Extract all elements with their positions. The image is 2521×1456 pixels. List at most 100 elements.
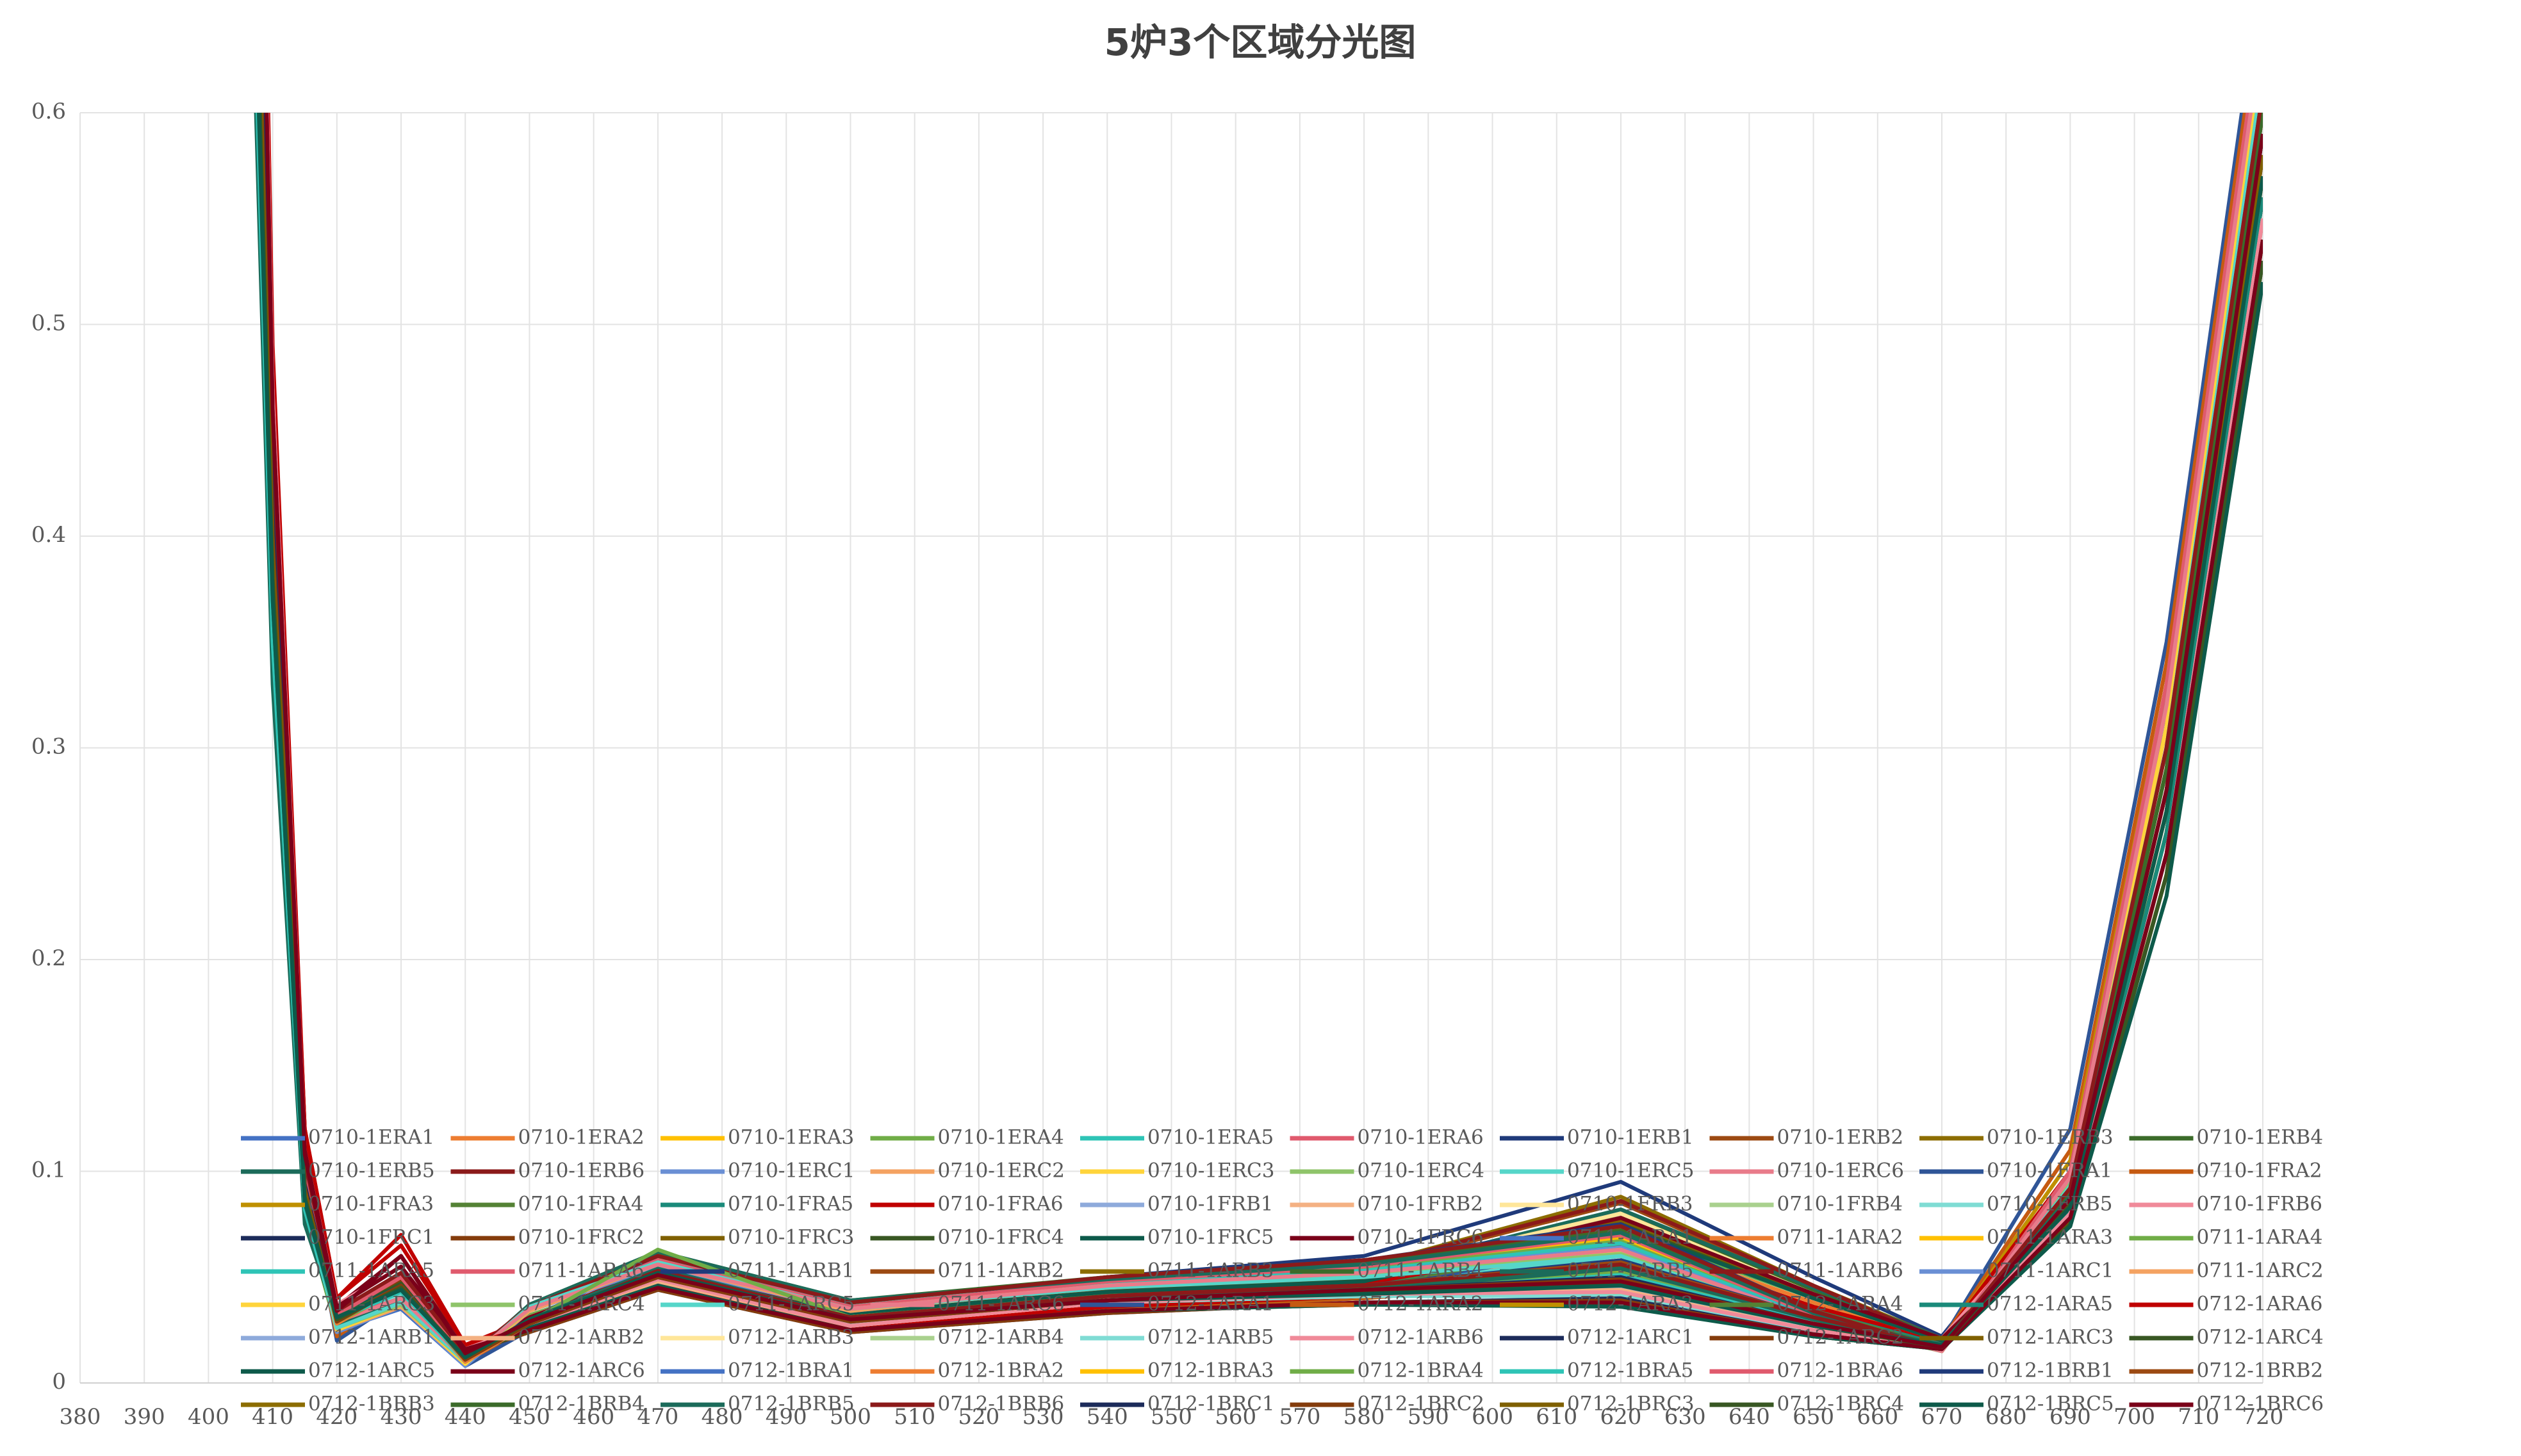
x-tick-label: 600 [1472,1404,1513,1430]
legend-label: 0712-1ARC3 [1987,1326,2114,1349]
legend-label: 0711-1ARC2 [2197,1259,2324,1282]
x-tick-label: 540 [1087,1404,1128,1430]
legend-label: 0712-1BRA4 [1358,1359,1484,1382]
x-tick-label: 580 [1343,1404,1385,1430]
legend-label: 0711-1ARB2 [938,1259,1064,1282]
legend: 0710-1ERA1 0710-1ERA2 0710-1ERA3 0710-1ERA4… [241,1126,2324,1416]
x-tick-label: 400 [188,1404,229,1430]
legend-label: 0710-1FRA6 [938,1193,1063,1216]
x-tick-label: 430 [381,1404,422,1430]
legend-label: 0710-1ERA6 [1358,1126,1484,1149]
legend-label: 0712-1ARB1 [308,1326,434,1349]
legend-label: 0712-1ARC1 [1567,1326,1694,1349]
chart-title: 5炉3个区域分光图 [1104,20,1417,64]
y-tick-label: 0.4 [31,522,66,548]
legend-label: 0710-1FRB6 [2197,1193,2322,1216]
x-tick-label: 610 [1536,1404,1577,1430]
legend-label: 0710-1FRB2 [1358,1193,1483,1216]
legend-label: 0710-1ERA5 [1147,1126,1274,1149]
legend-label: 0710-1FRB3 [1567,1193,1693,1216]
legend-label: 0710-1ERB5 [308,1159,435,1182]
legend-label: 0711-1ARA1 [1567,1226,1693,1249]
legend-label: 0712-1BRC5 [1987,1393,2114,1416]
legend-label: 0710-1FRC6 [1358,1226,1484,1249]
legend-label: 0712-1ARB6 [1358,1326,1484,1349]
legend-label: 0712-1BRC1 [1147,1393,1275,1416]
legend-label: 0711-1ARA3 [1987,1226,2113,1249]
legend-label: 0711-1ARC3 [308,1293,435,1316]
x-tick-label: 490 [766,1404,807,1430]
legend-label: 0712-1ARB4 [938,1326,1064,1349]
legend-label: 0710-1ERC4 [1358,1159,1485,1182]
legend-label: 0710-1ERB2 [1777,1126,1904,1149]
x-tick-label: 550 [1151,1404,1192,1430]
x-tick-label: 500 [830,1404,871,1430]
x-tick-label: 620 [1600,1404,1641,1430]
x-tick-label: 720 [2242,1404,2284,1430]
plot-lines [254,113,2263,1368]
legend-label: 0712-1ARB2 [518,1326,645,1349]
legend-label: 0712-1ARA6 [2197,1293,2323,1316]
legend-label: 0712-1BRC4 [1777,1393,1905,1416]
x-tick-label: 680 [1985,1404,2027,1430]
x-tick-label: 690 [2049,1404,2091,1430]
legend-label: 0712-1ARA2 [1358,1293,1484,1316]
x-tick-label: 590 [1408,1404,1449,1430]
legend-label: 0710-1FRB5 [1987,1193,2112,1216]
legend-label: 0710-1ERA1 [308,1126,434,1149]
x-tick-label: 440 [445,1404,486,1430]
legend-label: 0711-1ARC6 [938,1293,1065,1316]
legend-label: 0712-1BRB4 [518,1393,645,1416]
y-tick-label: 0.3 [31,734,66,760]
legend-label: 0710-1ERC6 [1777,1159,1905,1182]
legend-label: 0712-1ARB5 [1147,1326,1274,1349]
x-tick-label: 510 [894,1404,935,1430]
legend-label: 0711-1ARB6 [1777,1259,1903,1282]
legend-label: 0710-1ERC5 [1567,1159,1695,1182]
legend-label: 0710-1FRC1 [308,1226,434,1249]
legend-label: 0712-1ARA4 [1777,1293,1903,1316]
y-tick-label: 0.1 [31,1157,66,1183]
legend-label: 0710-1ERC3 [1147,1159,1275,1182]
legend-label: 0710-1ERA2 [518,1126,645,1149]
legend-label: 0712-1ARC4 [2197,1326,2324,1349]
legend-label: 0712-1ARA5 [1987,1293,2113,1316]
x-tick-label: 470 [637,1404,678,1430]
x-tick-label: 420 [316,1404,357,1430]
legend-label: 0711-1ARC4 [518,1293,645,1316]
legend-label: 0712-1BRB3 [308,1393,435,1416]
legend-label: 0712-1BRB5 [728,1393,855,1416]
x-tick-label: 530 [1022,1404,1064,1430]
legend-label: 0710-1FRA4 [518,1193,644,1216]
legend-label: 0711-1ARC1 [1987,1259,2114,1282]
legend-label: 0711-1ARA2 [1777,1226,1903,1249]
x-tick-label: 390 [124,1404,165,1430]
x-tick-label: 660 [1857,1404,1898,1430]
legend-label: 0710-1ERA3 [728,1126,854,1149]
x-tick-label: 380 [60,1404,101,1430]
x-tick-label: 570 [1279,1404,1320,1430]
legend-label: 0712-1BRB2 [2197,1359,2324,1382]
x-tick-label: 710 [2178,1404,2219,1430]
legend-label: 0710-1FRB1 [1147,1193,1273,1216]
x-tick-label: 640 [1729,1404,1770,1430]
x-tick-label: 410 [252,1404,293,1430]
legend-label: 0712-1BRC3 [1567,1393,1695,1416]
legend-label: 0710-1ERB1 [1567,1126,1694,1149]
legend-label: 0710-1FRA3 [308,1193,434,1216]
y-tick-label: 0.5 [31,311,66,336]
x-tick-label: 700 [2114,1404,2155,1430]
y-tick-label: 0 [52,1369,66,1395]
legend-label: 0710-1FRB4 [1777,1193,1903,1216]
legend-label: 0710-1ERC1 [728,1159,855,1182]
legend-label: 0712-1ARA3 [1567,1293,1693,1316]
x-tick-label: 450 [509,1404,550,1430]
legend-label: 0712-1ARA1 [1147,1293,1274,1316]
legend-label: 0712-1BRA1 [728,1359,854,1382]
legend-label: 0710-1FRC4 [938,1226,1064,1249]
legend-label: 0710-1FRC5 [1147,1226,1274,1249]
x-tick-label: 630 [1664,1404,1706,1430]
series-line [265,113,2263,1355]
x-tick-label: 650 [1793,1404,1834,1430]
